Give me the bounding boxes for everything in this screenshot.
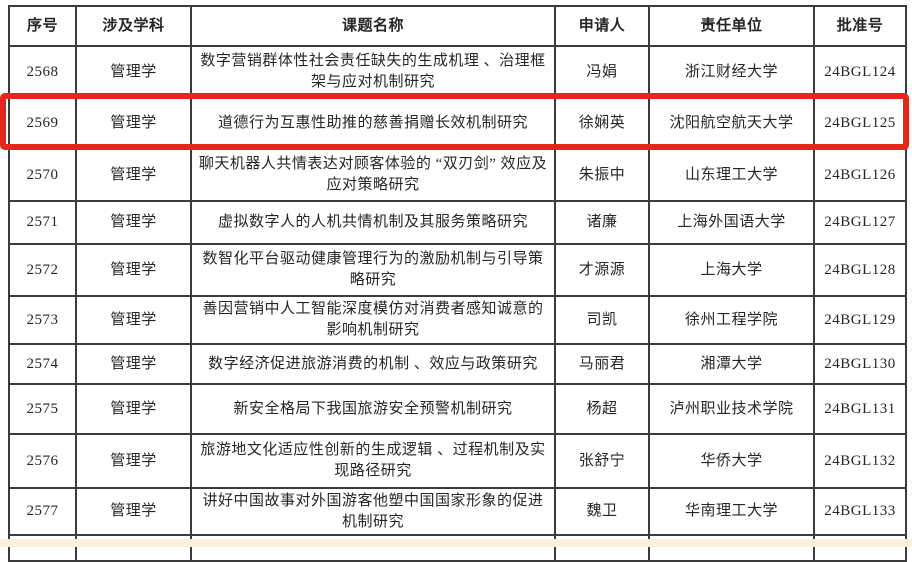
cell-title: 虚拟数字人的人机共情机制及其服务策略研究 xyxy=(190,200,556,245)
cell-approval: 24BGL125 xyxy=(813,97,907,150)
cell-institution: 徐州工程学院 xyxy=(648,295,815,345)
cell-institution: 浙江财经大学 xyxy=(648,45,815,99)
cell-discipline: 管理学 xyxy=(75,343,192,385)
table-row: 2572 管理学 数智化平台驱动健康管理行为的激励机制与引导策略研究 才源源 上海大学 2… xyxy=(8,243,907,297)
cell-title: 道德行为互惠性助推的慈善捐赠长效机制研究 xyxy=(190,97,556,150)
cell-seq: 2575 xyxy=(8,383,77,435)
cell-institution: 华侨大学 xyxy=(648,433,815,489)
cell-discipline: 管理学 xyxy=(75,243,192,297)
cell-approval: 24BGL127 xyxy=(813,200,907,245)
cell-seq: 2571 xyxy=(8,200,77,245)
cell-title: 数字经济促进旅游消费的机制 、效应与政策研究 xyxy=(190,343,556,385)
cell-title: 聊天机器人共情表达对顾客体验的 “双刃剑” 效应及应对策略研究 xyxy=(190,148,556,202)
cell-institution: 上海外国语大学 xyxy=(648,200,815,245)
approved-projects-table-wrap: 序号 涉及学科 课题名称 申请人 责任单位 批准号 2568 管理学 数字营销群体性社会责任缺… xyxy=(8,5,907,562)
cell-approval: 24BGL128 xyxy=(813,243,907,297)
cell-title: 讲好中国故事对外国游客他塑中国国家形象的促进机制研究 xyxy=(190,486,556,537)
cell-applicant: 才源源 xyxy=(554,243,650,297)
cell-applicant: 马丽君 xyxy=(554,343,650,385)
cell-seq: 2577 xyxy=(8,486,77,537)
cell-seq: 2576 xyxy=(8,433,77,489)
cell-applicant: 徐娴英 xyxy=(554,97,650,150)
cell-discipline: 管理学 xyxy=(75,148,192,202)
page: { "table": { "columns": [ { "key": "seq"… xyxy=(0,5,912,562)
cell-discipline: 管理学 xyxy=(75,45,192,99)
cell-title: 善因营销中人工智能深度模仿对消费者感知诚意的影响机制研究 xyxy=(190,295,556,345)
cell-discipline: 管理学 xyxy=(75,433,192,489)
cell-seq: 2570 xyxy=(8,148,77,202)
cell-approval: 24BGL132 xyxy=(813,433,907,489)
table-row: 2573 管理学 善因营销中人工智能深度模仿对消费者感知诚意的影响机制研究 司凯 徐州工… xyxy=(8,295,907,345)
cell-approval: 24BGL126 xyxy=(813,148,907,202)
cell-title: 新安全格局下我国旅游安全预警机制研究 xyxy=(190,383,556,435)
approved-projects-table: 序号 涉及学科 课题名称 申请人 责任单位 批准号 2568 管理学 数字营销群体性社会责任缺… xyxy=(8,5,907,562)
cell-applicant: 朱振中 xyxy=(554,148,650,202)
column-header-applicant: 申请人 xyxy=(554,5,650,47)
cell-institution: 泸州职业技术学院 xyxy=(648,383,815,435)
page-bottom-strip xyxy=(0,539,912,547)
column-header-approval: 批准号 xyxy=(813,5,907,47)
table-row: 2571 管理学 虚拟数字人的人机共情机制及其服务策略研究 诸廉 上海外国语大学 24BG… xyxy=(8,200,907,245)
cell-title: 数智化平台驱动健康管理行为的激励机制与引导策略研究 xyxy=(190,243,556,297)
column-header-discipline: 涉及学科 xyxy=(75,5,192,47)
cell-institution: 湘潭大学 xyxy=(648,343,815,385)
cell-seq: 2574 xyxy=(8,343,77,385)
table-row: 2575 管理学 新安全格局下我国旅游安全预警机制研究 杨超 泸州职业技术学院 24BGL… xyxy=(8,383,907,435)
cell-applicant: 司凯 xyxy=(554,295,650,345)
table-row: 2568 管理学 数字营销群体性社会责任缺失的生成机理 、治理框架与应对机制研究 冯娟… xyxy=(8,45,907,99)
cell-approval: 24BGL129 xyxy=(813,295,907,345)
cell-institution: 沈阳航空航天大学 xyxy=(648,97,815,150)
cell-title: 旅游地文化适应性创新的生成逻辑 、过程机制及实现路径研究 xyxy=(190,433,556,489)
cell-seq: 2569 xyxy=(8,97,77,150)
cell-institution: 上海大学 xyxy=(648,243,815,297)
table-row: 2570 管理学 聊天机器人共情表达对顾客体验的 “双刃剑” 效应及应对策略研究 朱振… xyxy=(8,148,907,202)
cell-discipline: 管理学 xyxy=(75,200,192,245)
cell-institution: 山东理工大学 xyxy=(648,148,815,202)
cell-seq: 2572 xyxy=(8,243,77,297)
table-row: 2576 管理学 旅游地文化适应性创新的生成逻辑 、过程机制及实现路径研究 张舒宁 华侨… xyxy=(8,433,907,489)
cell-seq: 2573 xyxy=(8,295,77,345)
cell-discipline: 管理学 xyxy=(75,295,192,345)
cell-discipline: 管理学 xyxy=(75,97,192,150)
cell-seq: 2568 xyxy=(8,45,77,99)
column-header-seq: 序号 xyxy=(8,5,77,47)
column-header-institution: 责任单位 xyxy=(648,5,815,47)
table-header-row: 序号 涉及学科 课题名称 申请人 责任单位 批准号 xyxy=(8,5,907,47)
cell-approval: 24BGL130 xyxy=(813,343,907,385)
table-row: 2577 管理学 讲好中国故事对外国游客他塑中国国家形象的促进机制研究 魏卫 华南理工大… xyxy=(8,486,907,537)
cell-applicant: 诸廉 xyxy=(554,200,650,245)
cell-approval: 24BGL124 xyxy=(813,45,907,99)
cell-institution: 华南理工大学 xyxy=(648,486,815,537)
cell-discipline: 管理学 xyxy=(75,486,192,537)
cell-applicant: 杨超 xyxy=(554,383,650,435)
cell-applicant: 魏卫 xyxy=(554,486,650,537)
cell-applicant: 张舒宁 xyxy=(554,433,650,489)
cell-approval: 24BGL131 xyxy=(813,383,907,435)
cell-discipline: 管理学 xyxy=(75,383,192,435)
table-row: 2574 管理学 数字经济促进旅游消费的机制 、效应与政策研究 马丽君 湘潭大学 24BG… xyxy=(8,343,907,385)
cell-approval: 24BGL133 xyxy=(813,486,907,537)
cell-applicant: 冯娟 xyxy=(554,45,650,99)
table-row: 2569 管理学 道德行为互惠性助推的慈善捐赠长效机制研究 徐娴英 沈阳航空航天大学 24… xyxy=(8,97,907,150)
column-header-title: 课题名称 xyxy=(190,5,556,47)
cell-title: 数字营销群体性社会责任缺失的生成机理 、治理框架与应对机制研究 xyxy=(190,45,556,99)
